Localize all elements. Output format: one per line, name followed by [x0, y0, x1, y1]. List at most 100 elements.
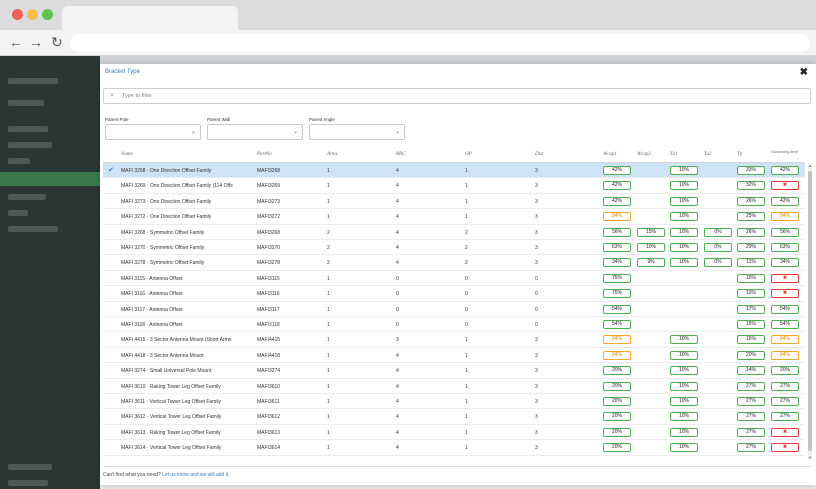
cell-arms: 1 — [327, 383, 330, 390]
table-row[interactable]: MAFI 3273 · One Direction Offset Family M… — [103, 194, 805, 210]
badge-tp: 25% — [737, 212, 765, 222]
cell-rrc: 4 — [396, 229, 399, 236]
col-partno[interactable]: PartNo — [257, 152, 272, 157]
badge-wcap1: 20% — [603, 443, 631, 453]
col-governing-limit[interactable]: Governing limit — [771, 150, 798, 154]
badge-wcap1: 42% — [603, 166, 631, 175]
filter-input[interactable] — [122, 91, 802, 101]
cell-dist: 3 — [535, 260, 538, 267]
minimize-window-button[interactable] — [27, 9, 38, 20]
badge-tp: 27% — [737, 412, 765, 422]
col-rrc[interactable]: RRC — [396, 152, 406, 157]
cell-arms: 1 — [327, 291, 330, 298]
col-wcap1[interactable]: Wcap1 — [603, 152, 617, 157]
cell-arms: 1 — [327, 275, 330, 282]
close-window-button[interactable] — [12, 9, 23, 20]
maximize-window-button[interactable] — [42, 9, 53, 20]
cell-op: 2 — [465, 260, 468, 267]
table-row[interactable]: MAFI 3117 · Antenna Offset MAFI3117 1 0 0 0 54… — [103, 302, 805, 317]
table-row[interactable]: MAFI 3612 · Vertical Tower Leg Offset Fa… — [103, 409, 805, 425]
table-row[interactable]: MAFI 3611 · Vertical Tower Leg Offset Fa… — [103, 394, 805, 410]
parent-angle-select[interactable]: ⌄ — [309, 124, 405, 140]
col-tu2[interactable]: Tu2 — [704, 152, 712, 157]
badge-wcap1: 42% — [603, 181, 631, 191]
badge-tp: 20% — [737, 350, 765, 360]
cell-rrc: 4 — [396, 414, 399, 421]
table-row[interactable]: MAFI 3269 · One Direction Offset Family … — [103, 178, 805, 194]
table-row[interactable]: MAFI 4415 · 3 Sector Antenna Mount (Shor… — [103, 332, 805, 348]
cell-op: 1 — [465, 214, 468, 221]
col-wcap2[interactable]: Wcap2 — [637, 152, 651, 157]
badge-tp: 11% — [737, 258, 765, 268]
cell-op: 0 — [465, 291, 468, 298]
cell-dist: 0 — [535, 291, 538, 298]
col-arms[interactable]: Arms — [327, 152, 338, 157]
table-row[interactable]: MAFI 3270 · Symmetric Offset Family MAFI3… — [103, 240, 805, 256]
request-bracket-link[interactable]: Let us know and we will add it. — [162, 472, 230, 478]
table-row[interactable]: MAFI 4418 · 3 Sector Antenna Mount MAFI44… — [103, 348, 805, 364]
cell-partno: MAFI3273 — [257, 198, 281, 205]
table-scrollbar[interactable]: ▲ ▼ — [808, 163, 812, 460]
badge-governing-limit: 34% — [771, 258, 799, 268]
cell-name: MAFI 3614 · Vertical Tower Leg Offset Fa… — [121, 445, 222, 452]
reload-icon[interactable]: ↻ — [51, 34, 63, 50]
badge-tp: 27% — [737, 381, 765, 391]
badge-tu2: 0% — [704, 227, 732, 237]
address-bar[interactable] — [70, 34, 810, 52]
table-row[interactable]: MAFI 3613 · Raking Tower Leg Offset Fami… — [103, 425, 805, 441]
table-row[interactable]: MAFI 3118 · Antenna Offset MAFI3118 1 0 0 0 54… — [103, 317, 805, 333]
badge-governing-limit: 84% — [771, 350, 799, 360]
cell-op: 1 — [465, 368, 468, 375]
col-op[interactable]: OP — [465, 152, 472, 157]
scroll-down-icon[interactable]: ▼ — [808, 455, 812, 460]
cell-name: MAFI 3268 · One Direction Offset Family — [121, 168, 212, 174]
badge-wcap1: 63% — [603, 243, 631, 252]
cell-name: MAFI 3270 · Symmetric Offset Family — [121, 245, 205, 251]
table-row[interactable]: MAFI 3116 · Antenna Offset MAFI3116 1 0 0 0 75… — [103, 286, 805, 302]
table-row[interactable]: MAFI 3272 · One Direction Offset Family M… — [103, 209, 805, 225]
table-row[interactable]: ✔ MAFI 3268 · One Direction Offset Family… — [103, 163, 805, 179]
table-row[interactable]: MAFI 3268 · Symmetric Offset Family MAFI3… — [103, 225, 805, 240]
cell-partno: MAFI3610 — [257, 383, 281, 390]
cell-arms: 1 — [327, 168, 330, 174]
browser-tab[interactable] — [62, 6, 238, 30]
cell-name: MAFI 3272 · One Direction Offset Family — [121, 214, 212, 221]
table-row[interactable]: MAFI 3278 · Symmetric Offset Family MAFI3… — [103, 255, 805, 271]
cell-dist: 0 — [535, 306, 538, 313]
cell-arms: 1 — [327, 214, 330, 221]
col-tp[interactable]: Tp — [737, 152, 743, 157]
scrollbar-thumb[interactable] — [808, 171, 812, 451]
back-arrow-icon[interactable]: ← — [9, 34, 23, 50]
cell-arms: 1 — [327, 337, 330, 344]
cell-arms: 1 — [327, 445, 330, 452]
badge-tu1: 10% — [670, 397, 698, 406]
cell-op: 1 — [465, 337, 468, 344]
badge-tp: 13% — [737, 289, 765, 299]
cell-rrc: 4 — [396, 399, 399, 405]
app-sidebar — [0, 56, 100, 489]
col-dist[interactable]: Dist — [535, 152, 544, 157]
cell-op: 1 — [465, 383, 468, 390]
forward-arrow-icon[interactable]: → — [29, 34, 43, 50]
cell-name: MAFI 3117 · Antenna Offset — [121, 306, 183, 313]
cell-partno: MAFI3613 — [257, 429, 281, 436]
cell-arms: 1 — [327, 352, 330, 359]
bracket-table: Name PartNo Arms RRC OP Dist Wcap1 Wcap2… — [103, 150, 813, 460]
parent-wall-label: Parent Wall — [207, 117, 231, 122]
parent-wall-select[interactable]: ⌄ — [207, 124, 303, 140]
table-row[interactable]: MAFI 3274 · Small Universal Pole Mount MA… — [103, 363, 805, 379]
table-row[interactable]: MAFI 3115 · Antenna Offset MAFI3115 1 0 0 0 75… — [103, 271, 805, 287]
scroll-up-icon[interactable]: ▲ — [808, 163, 812, 168]
col-name[interactable]: Name — [121, 152, 133, 157]
table-row[interactable]: MAFI 3614 · Vertical Tower Leg Offset Fa… — [103, 440, 805, 456]
fail-icon: ✖ — [771, 289, 799, 299]
cell-rrc: 4 — [396, 245, 399, 251]
cell-name: MAFI 3116 · Antenna Offset — [121, 291, 183, 298]
close-icon[interactable]: ✖ — [799, 67, 808, 78]
cell-dist: 3 — [535, 445, 538, 452]
parent-pole-select[interactable]: ⌄ — [105, 124, 201, 140]
cell-name: MAFI 3268 · Symmetric Offset Family — [121, 229, 205, 236]
bracket-type-modal: Bracket Type ✖ ⌕ Parent Pole ⌄ Parent Wa… — [100, 64, 816, 485]
col-tu1[interactable]: Tu1 — [670, 152, 678, 157]
table-row[interactable]: MAFI 3610 · Raking Tower Leg Offset Fami… — [103, 379, 805, 394]
